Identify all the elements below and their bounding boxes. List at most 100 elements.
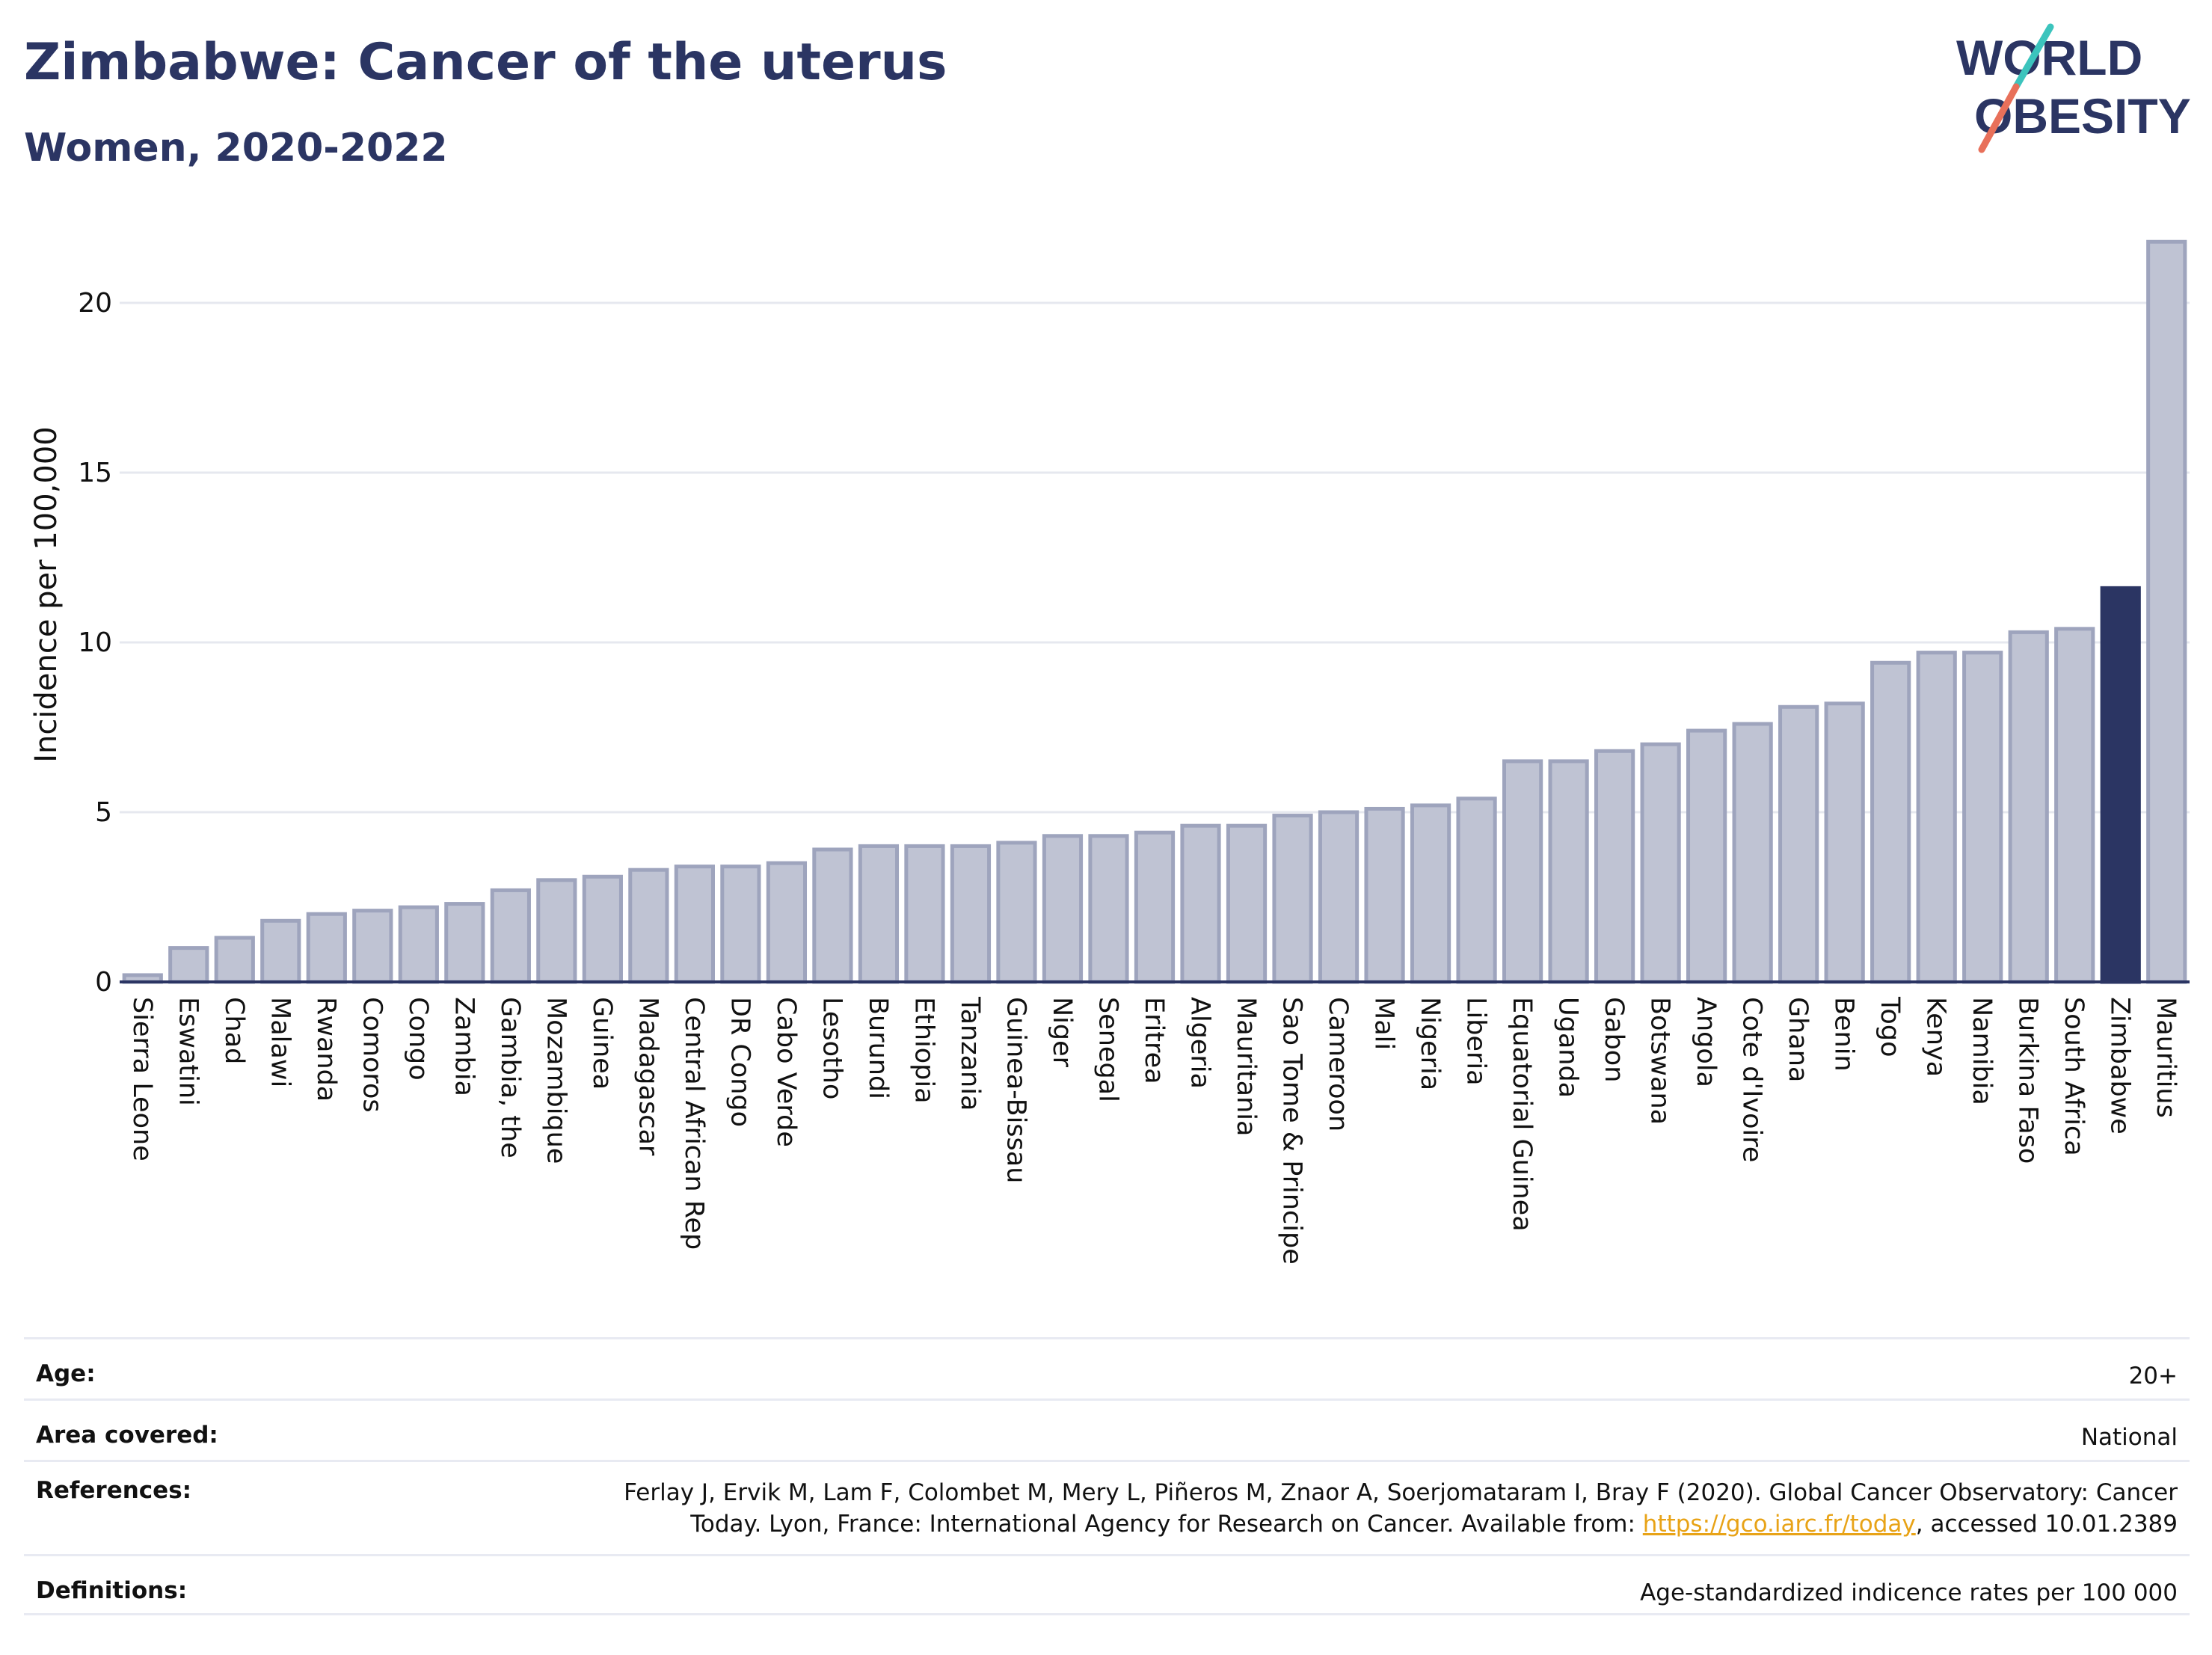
x-tick-label: Zimbabwe xyxy=(2105,997,2135,1134)
bar[interactable] xyxy=(950,844,992,984)
bar[interactable] xyxy=(2100,586,2141,984)
bar[interactable] xyxy=(766,861,808,984)
bar[interactable] xyxy=(904,844,945,984)
x-tick-label: Gambia, the xyxy=(495,997,525,1158)
bar[interactable] xyxy=(490,888,531,984)
x-tick-label: Angola xyxy=(1691,997,1721,1087)
definitions-value: Age-standardized indicence rates per 100… xyxy=(1640,1579,2178,1606)
y-tick-label: 5 xyxy=(95,797,112,828)
bar[interactable] xyxy=(1088,834,1129,984)
bar[interactable] xyxy=(1042,834,1084,984)
bar[interactable] xyxy=(1410,803,1451,984)
info-row-definitions: Definitions: Age-standardized indicence … xyxy=(24,1554,2190,1615)
x-tick-labels: Sierra Leone Eswatini Chad Malawi Rwanda Como… xyxy=(127,996,2181,1265)
y-tick-labels: 0 5 10 15 20 xyxy=(78,288,112,998)
x-tick-label: Zambia xyxy=(449,997,479,1096)
bar[interactable] xyxy=(1732,722,1773,984)
bar[interactable] xyxy=(1272,814,1313,984)
bar[interactable] xyxy=(858,844,900,984)
x-tick-label: Eswatini xyxy=(173,997,203,1106)
bar[interactable] xyxy=(444,902,485,984)
x-tick-label: Central African Rep xyxy=(679,997,709,1250)
bar[interactable] xyxy=(674,865,715,984)
bar[interactable] xyxy=(628,868,669,984)
bar[interactable] xyxy=(812,847,853,984)
references-link[interactable]: https://gco.iarc.fr/today xyxy=(1642,1511,1916,1538)
bar-chart: 0 5 10 15 20 Sierra Leone Eswatini Chad Malawi R… xyxy=(29,239,2190,1265)
info-row-age: Age: 20+ xyxy=(24,1337,2190,1398)
x-tick-label: Togo xyxy=(1875,996,1905,1057)
bar[interactable] xyxy=(398,905,439,984)
x-tick-label: Chad xyxy=(219,997,249,1064)
y-tick-label: 15 xyxy=(78,458,112,488)
x-tick-label: Botswana xyxy=(1645,997,1675,1125)
x-tick-label: Equatorial Guinea xyxy=(1507,997,1537,1232)
bar[interactable] xyxy=(536,878,577,984)
bars xyxy=(122,239,2187,984)
references-text-line1: Ferlay J, Ervik M, Lam F, Colombet M, Me… xyxy=(624,1479,2178,1506)
references-text-after-link: , accessed 10.01.2389 xyxy=(1915,1511,2178,1538)
x-tick-label: Niger xyxy=(1047,997,1077,1068)
y-axis-title: Incidence per 100,000 xyxy=(29,426,64,763)
bar[interactable] xyxy=(1548,759,1589,984)
x-tick-label: Comoros xyxy=(357,997,387,1113)
bar[interactable] xyxy=(352,909,393,984)
bar[interactable] xyxy=(2008,630,2049,984)
bar[interactable] xyxy=(1824,701,1865,984)
bar[interactable] xyxy=(1456,796,1497,984)
bar[interactable] xyxy=(1686,728,1727,984)
y-tick-label: 0 xyxy=(95,967,112,998)
references-value: Ferlay J, Ervik M, Lam F, Colombet M, Me… xyxy=(624,1477,2178,1540)
bar[interactable] xyxy=(1226,823,1268,984)
x-tick-label: DR Congo xyxy=(725,997,755,1127)
x-tick-label: Sao Tome & Principe xyxy=(1277,997,1307,1265)
bar[interactable] xyxy=(1180,823,1221,984)
x-tick-label: Uganda xyxy=(1553,997,1583,1098)
x-tick-label: Malawi xyxy=(265,997,295,1087)
bar[interactable] xyxy=(1778,704,1819,984)
bar[interactable] xyxy=(720,865,761,984)
x-tick-label: Algeria xyxy=(1185,997,1215,1089)
bar[interactable] xyxy=(582,874,623,984)
bar[interactable] xyxy=(1318,810,1360,984)
bar[interactable] xyxy=(1870,660,1911,984)
x-tick-label: Senegal xyxy=(1093,997,1122,1102)
bar[interactable] xyxy=(2146,239,2187,984)
bar[interactable] xyxy=(168,946,209,984)
x-tick-label: Lesotho xyxy=(817,997,847,1099)
logo-slash-coral xyxy=(1978,83,2020,153)
bar[interactable] xyxy=(1594,749,1635,984)
age-label: Age: xyxy=(36,1360,96,1387)
x-tick-label: Madagascar xyxy=(633,997,663,1156)
chart-subtitle: Women, 2020-2022 xyxy=(24,126,448,171)
bar[interactable] xyxy=(214,936,255,984)
definitions-label: Definitions: xyxy=(36,1577,188,1604)
x-tick-label: Nigeria xyxy=(1415,997,1445,1090)
x-tick-label: Mozambique xyxy=(541,997,571,1164)
bar[interactable] xyxy=(1640,742,1681,984)
area-label: Area covered: xyxy=(36,1422,218,1449)
x-tick-label: Cote d'Ivoire xyxy=(1737,997,1767,1162)
bar[interactable] xyxy=(260,918,301,984)
bar[interactable] xyxy=(996,841,1037,984)
bar[interactable] xyxy=(1134,830,1176,984)
bar[interactable] xyxy=(2054,627,2095,984)
x-tick-label: Burkina Faso xyxy=(2013,997,2043,1164)
x-tick-label: Liberia xyxy=(1461,997,1491,1086)
x-tick-label: Mauritius xyxy=(2151,997,2181,1118)
x-tick-label: Rwanda xyxy=(311,997,341,1102)
world-obesity-logo[interactable]: WORLD OBESITY xyxy=(1944,22,2199,157)
age-value: 20+ xyxy=(2128,1363,2178,1390)
x-tick-label: Tanzania xyxy=(955,996,985,1111)
x-tick-label: Mali xyxy=(1369,997,1399,1050)
x-tick-label: Gabon xyxy=(1599,997,1629,1082)
bar[interactable] xyxy=(1502,759,1543,984)
bar[interactable] xyxy=(306,912,347,984)
bar[interactable] xyxy=(1364,806,1405,984)
bar[interactable] xyxy=(1962,651,2003,984)
x-tick-label: Congo xyxy=(403,997,433,1081)
y-tick-label: 10 xyxy=(78,627,112,658)
x-tick-label: Sierra Leone xyxy=(127,997,157,1161)
bar[interactable] xyxy=(1916,651,1957,984)
area-value: National xyxy=(2080,1424,2178,1451)
